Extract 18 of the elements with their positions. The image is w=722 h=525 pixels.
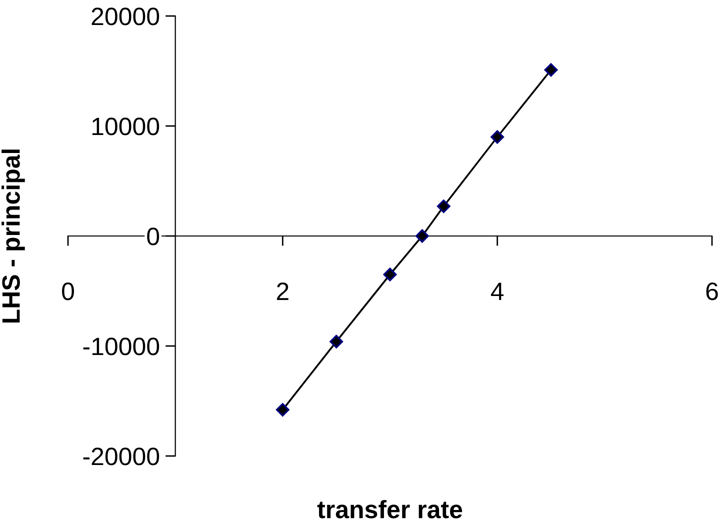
y-tick-label: 10000 [92,118,160,136]
point [544,63,558,77]
point [415,229,429,243]
y-tick-label: -10000 [83,338,160,356]
y-tick-label: -20000 [83,448,160,466]
point [383,268,397,282]
x-tick-label: 0 [62,282,74,300]
x-axis-title: transfer rate [317,500,462,518]
x-tick-label: 6 [706,282,718,300]
x-tick-label: 2 [276,282,288,300]
point [276,403,290,417]
y-tick-label: 20000 [92,8,160,26]
x-tick-label: 4 [490,282,504,300]
point [490,130,504,144]
y-axis-title: LHS - principal [2,150,25,323]
point [330,334,344,348]
y-tick-label: 0 [147,228,160,246]
point [436,200,450,214]
